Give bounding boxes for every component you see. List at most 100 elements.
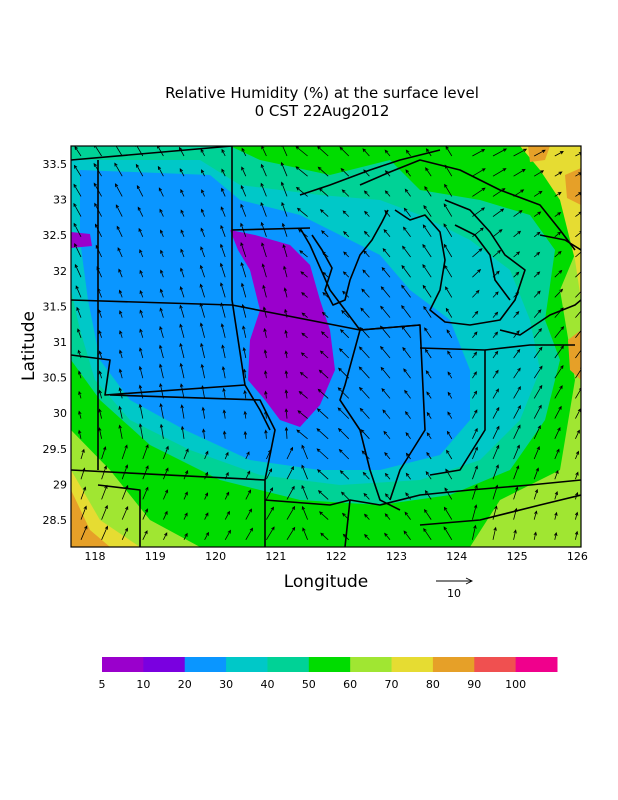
wind-arrow-icon [472, 168, 486, 177]
wind-arrow-icon [301, 505, 308, 520]
wind-arrow-icon [384, 149, 391, 157]
wind-arrow-icon [513, 444, 520, 460]
wind-arrow-icon [472, 351, 478, 359]
wind-arrow-icon [319, 511, 329, 520]
wind-arrow-icon [200, 227, 205, 237]
wind-arrow-icon [180, 404, 185, 419]
wind-arrow-icon [296, 429, 308, 440]
wind-arrow-icon [447, 411, 453, 419]
wind-arrow-icon [533, 211, 542, 217]
wind-arrow-icon [554, 405, 562, 419]
wind-arrow-icon [384, 190, 391, 197]
wind-arrow-icon [338, 367, 350, 379]
x-tick-label: 119 [145, 550, 166, 563]
boundaries [71, 146, 581, 547]
wind-arrow-icon [444, 487, 453, 500]
wind-arrow-icon [533, 510, 538, 520]
wind-arrow-icon [358, 366, 370, 379]
wind-arrow-icon [139, 249, 144, 258]
wind-arrow-icon [554, 171, 563, 177]
wind-arrow-icon [472, 289, 480, 298]
x-tick-label: 122 [326, 550, 347, 563]
wind-arrow-icon [163, 467, 169, 480]
border-line-south-2 [71, 469, 266, 547]
wind-arrow-icon [533, 488, 539, 500]
wind-arrow-icon [341, 309, 350, 318]
wind-arrow-icon [383, 430, 391, 440]
wind-arrow-icon [472, 310, 479, 318]
y-tick-label: 31.5 [43, 300, 68, 313]
lake-ontario [539, 234, 581, 251]
wind-arrow-icon [401, 325, 411, 339]
wind-arrow-icon [492, 388, 499, 399]
wind-arrow-icon [224, 510, 230, 520]
wind-arrow-icon [73, 222, 82, 237]
wind-arrow-icon [280, 181, 288, 197]
wind-arrow-icon [260, 163, 267, 177]
wind-arrow-icon [183, 448, 189, 460]
border-line-bottom-2 [344, 499, 351, 547]
wind-arrow-icon [472, 427, 478, 439]
wind-arrow-icon [282, 244, 288, 258]
colorbar-swatch [391, 657, 434, 672]
wind-arrow-icon [139, 269, 144, 278]
colorbar-label: 100 [505, 678, 526, 691]
wind-arrow-icon [101, 504, 108, 520]
wind-arrow-icon [422, 243, 432, 258]
colorbar-swatch [143, 657, 186, 672]
wind-arrow-icon [221, 187, 226, 197]
wind-arrow-icon [472, 465, 478, 480]
wind-arrow-icon [513, 330, 520, 339]
wind-arrow-icon [492, 406, 500, 419]
y-tick-label: 29.5 [43, 443, 68, 456]
wind-arrow-icon [245, 451, 250, 460]
wind-arrow-icon [554, 151, 564, 157]
wind-arrow-icon [426, 391, 432, 399]
wind-arrow-icon [80, 486, 87, 500]
wind-arrow-icon [574, 530, 579, 540]
wind-arrow-icon [95, 244, 102, 258]
wind-arrow-icon [73, 164, 82, 177]
wind-arrow-icon [240, 242, 247, 258]
colorbar-label: 60 [343, 678, 357, 691]
lake-huron [454, 224, 511, 301]
wind-arrow-icon [533, 467, 539, 480]
wind-arrow-icon [513, 386, 521, 399]
wind-arrow-icon [447, 391, 453, 399]
wind-arrow-icon [221, 365, 226, 379]
wind-arrow-icon [443, 506, 453, 520]
title-line-1: Relative Humidity (%) at the surface lev… [165, 84, 479, 102]
border-line-north-2 [231, 227, 311, 231]
wind-arrow-icon [264, 410, 268, 419]
wind-arrow-icon [301, 332, 308, 339]
wind-arrow-icon [241, 166, 247, 177]
colorbar-label: 5 [99, 678, 106, 691]
wind-arrow-icon [492, 369, 499, 379]
wind-arrow-icon [243, 389, 247, 399]
wind-arrow-icon [317, 166, 329, 177]
wind-arrow-icon [281, 201, 288, 217]
field-yellow-northeast [430, 146, 581, 300]
border-line-river [231, 146, 271, 431]
wind-arrow-icon [180, 188, 185, 197]
wind-arrow-icon [402, 245, 411, 258]
wind-arrow-icon [403, 530, 411, 541]
wind-arrow-icon [264, 429, 268, 439]
field-orange-southwest [71, 490, 110, 547]
wind-arrow-icon [220, 282, 226, 298]
wind-arrow-icon [401, 304, 411, 318]
wind-arrow-icon [159, 383, 164, 399]
wind-arrow-icon [554, 511, 558, 520]
wind-arrow-icon [163, 489, 169, 500]
wind-arrow-icon [492, 229, 503, 238]
wind-arrow-icon [266, 468, 272, 480]
wind-arrow-icon [339, 329, 350, 339]
field-purple-west [71, 232, 92, 248]
wind-arrow-icon [554, 469, 559, 480]
wind-arrow-icon [200, 363, 205, 379]
wind-arrow-icon [78, 429, 82, 439]
wind-arrow-icon [240, 222, 247, 237]
wind-arrow-icon [445, 468, 453, 480]
wind-arrow-icon [93, 162, 102, 177]
wind-arrow-icon [425, 370, 432, 379]
